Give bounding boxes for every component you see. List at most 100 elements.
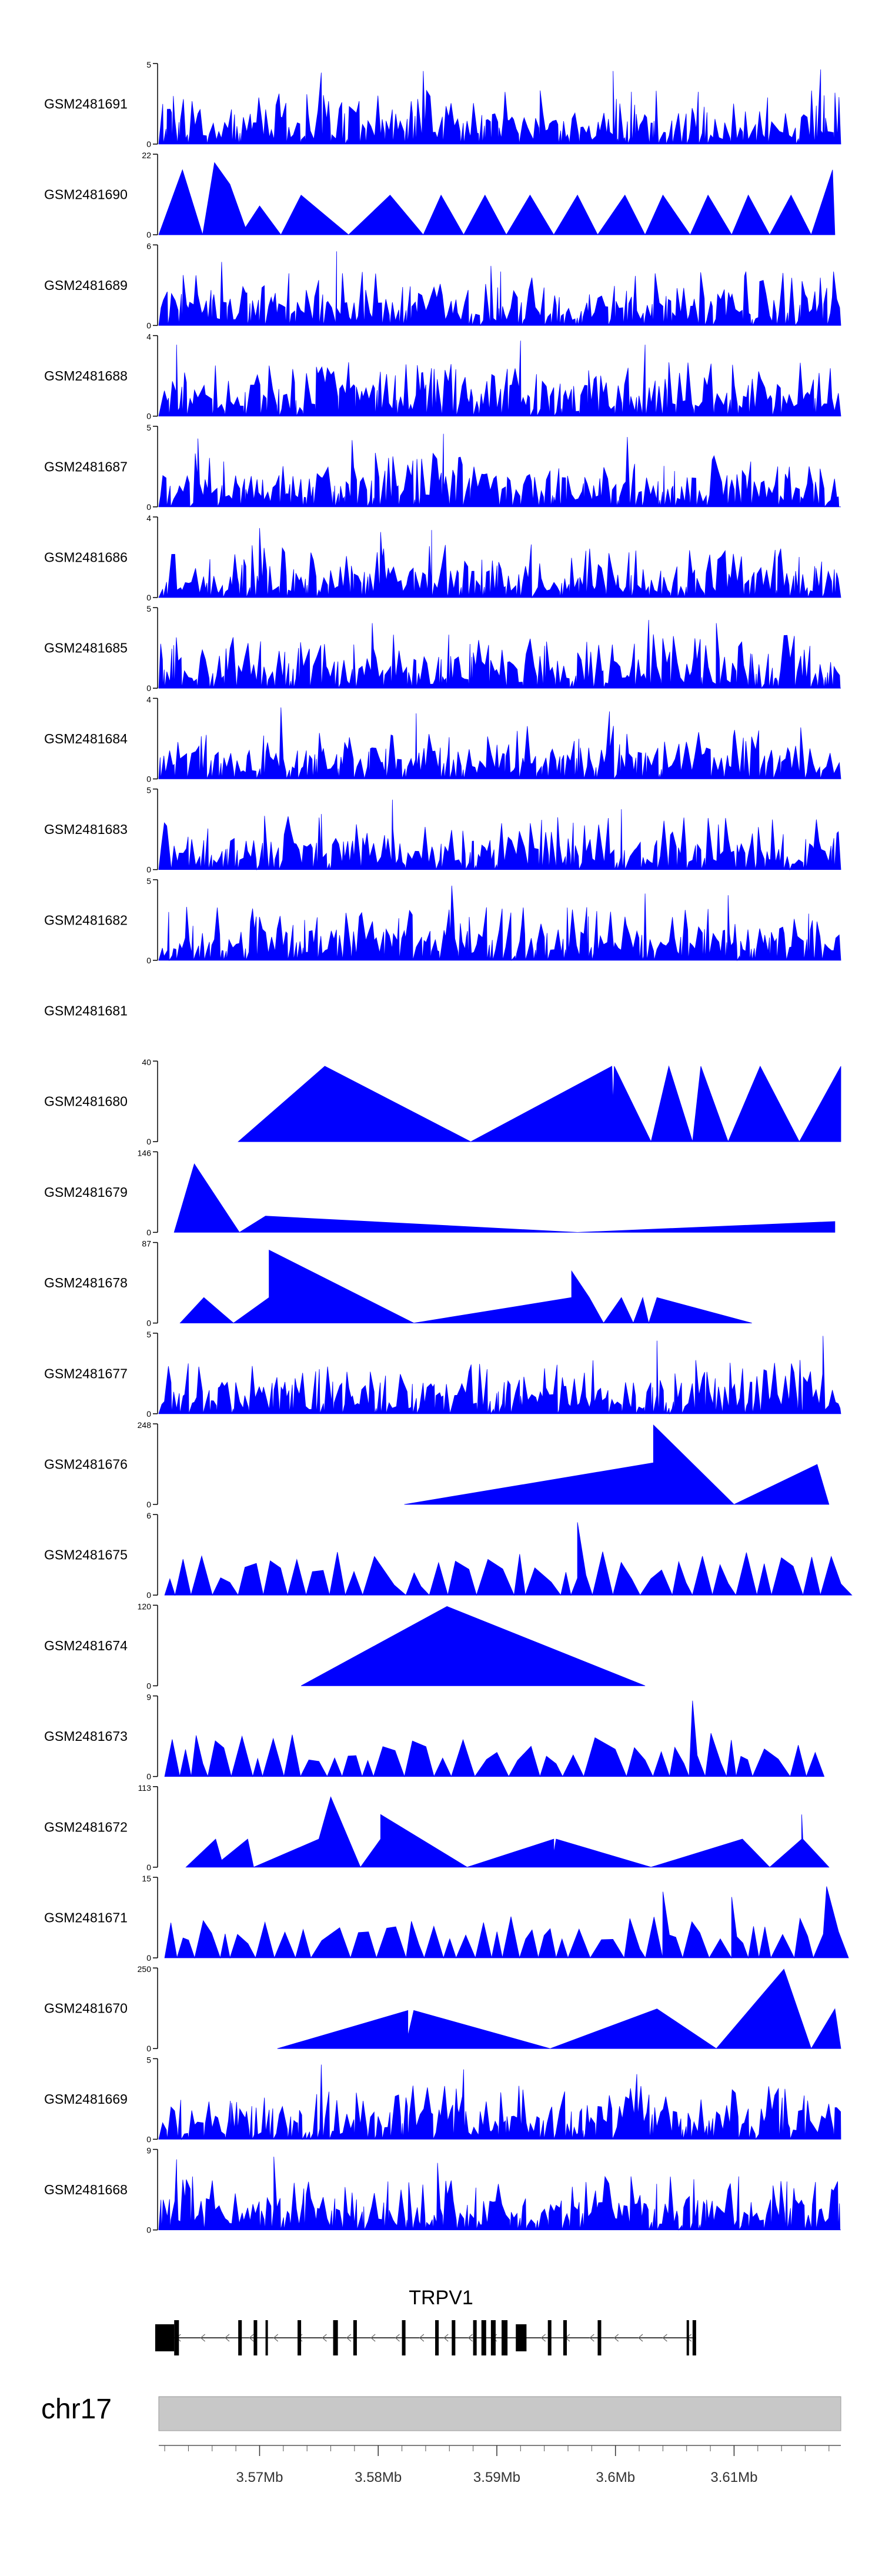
y-tick-label-min: 0 <box>146 1500 151 1509</box>
track-label: GSM2481668 <box>44 2182 128 2197</box>
gene-exon <box>490 2320 496 2355</box>
strand-arrow <box>638 2334 643 2342</box>
chromosome-bar <box>158 2396 841 2431</box>
gene-exon <box>435 2320 439 2355</box>
strand-arrow <box>467 2334 473 2342</box>
signal-area <box>158 799 841 871</box>
track-label: GSM2481691 <box>44 96 128 112</box>
y-tick-label-min: 0 <box>146 502 151 512</box>
y-tick-label-min: 0 <box>146 1772 151 1781</box>
track-label: GSM2481673 <box>44 1729 128 1744</box>
strand-arrow <box>370 2334 376 2342</box>
signal-area <box>158 341 841 416</box>
y-tick-label-max: 6 <box>146 241 151 251</box>
y-tick-label-min: 0 <box>146 1953 151 1963</box>
strand-arrow <box>443 2334 449 2342</box>
signal-area <box>164 1886 849 1959</box>
track-label: GSM2481680 <box>44 1094 128 1109</box>
y-tick-label-max: 5 <box>146 604 151 613</box>
gene-exon <box>597 2320 602 2355</box>
track-GSM2481684: GSM2481684 4 0 <box>44 695 841 783</box>
gene-exon <box>481 2320 486 2355</box>
y-tick-label-max: 5 <box>146 786 151 795</box>
signal-area <box>158 433 841 508</box>
track-label: GSM2481677 <box>44 1366 128 1381</box>
x-tick-label: 3.59Mb <box>473 2470 520 2485</box>
y-tick-label-max: 248 <box>138 1420 152 1430</box>
gene-exon <box>563 2320 567 2355</box>
track-GSM2481689: GSM2481689 6 0 <box>44 241 841 330</box>
y-tick-label-max: 6 <box>146 1511 151 1520</box>
y-tick-label-min: 0 <box>146 683 151 693</box>
y-tick-label-min: 0 <box>146 1319 151 1328</box>
gene-exon <box>333 2320 338 2355</box>
track-GSM2481670: GSM2481670 250 0 <box>44 1964 841 2053</box>
y-tick-label-max: 87 <box>142 1239 151 1249</box>
track-GSM2481677: GSM2481677 5 0 <box>44 1330 841 1419</box>
gene-exon <box>265 2320 268 2355</box>
y-tick-label-max: 4 <box>146 332 151 342</box>
x-tick-label: 3.57Mb <box>236 2470 283 2485</box>
x-tick-label: 3.6Mb <box>596 2470 635 2485</box>
signal-area <box>404 1424 830 1505</box>
y-tick-label-min: 0 <box>146 230 151 239</box>
track-GSM2481672: GSM2481672 113 0 <box>44 1783 830 1872</box>
track-label: GSM2481669 <box>44 2091 128 2107</box>
chromosome-axis: chr17 3.57Mb 3.58Mb 3.59Mb 3.6Mb 3.61Mb <box>41 2394 841 2485</box>
gene-exon <box>155 2324 175 2351</box>
track-GSM2481674: GSM2481674 120 0 <box>44 1601 646 1690</box>
y-tick-label-max: 5 <box>146 2055 151 2064</box>
track-GSM2481686: GSM2481686 4 0 <box>44 513 841 602</box>
track-label: GSM2481685 <box>44 640 128 656</box>
y-tick-label-min: 0 <box>146 865 151 875</box>
gene-exon <box>253 2320 258 2355</box>
track-label: GSM2481674 <box>44 1638 128 1653</box>
signal-area <box>158 2157 841 2231</box>
y-tick-label-max: 22 <box>142 151 151 160</box>
track-GSM2481675: GSM2481675 6 0 <box>44 1511 853 1600</box>
track-label: GSM2481683 <box>44 822 128 837</box>
track-GSM2481680: GSM2481680 40 0 <box>44 1057 841 1146</box>
y-tick-label-max: 5 <box>146 1330 151 1339</box>
track-GSM2481685: GSM2481685 5 0 <box>44 604 841 693</box>
track-area: GSM248169150GSM2481690220GSM248168960GSM… <box>44 60 853 2235</box>
signal-area <box>158 620 841 689</box>
track-GSM2481676: GSM2481676 248 0 <box>44 1420 830 1509</box>
y-tick-label-min: 0 <box>146 321 151 330</box>
signal-area <box>300 1606 646 1686</box>
y-tick-label-max: 4 <box>146 695 151 704</box>
strand-arrow <box>273 2334 279 2342</box>
track-label: GSM2481678 <box>44 1275 128 1290</box>
y-tick-label-max: 146 <box>138 1148 152 1157</box>
gene-exon <box>692 2320 696 2355</box>
gene-exon <box>502 2320 508 2355</box>
y-tick-label-max: 5 <box>146 876 151 886</box>
y-tick-label-max: 40 <box>142 1057 151 1067</box>
track-GSM2481678: GSM2481678 87 0 <box>44 1239 752 1328</box>
track-GSM2481690: GSM2481690 22 0 <box>44 151 836 239</box>
y-tick-label-max: 15 <box>142 1874 151 1883</box>
track-label: GSM2481681 <box>44 1003 128 1019</box>
track-GSM2481688: GSM2481688 4 0 <box>44 332 841 421</box>
track-label: GSM2481671 <box>44 1910 128 1926</box>
track-label: GSM2481687 <box>44 459 128 474</box>
gene-track: TRPV1 <box>155 2287 696 2355</box>
track-label: GSM2481689 <box>44 278 128 293</box>
gene-exon <box>547 2320 552 2355</box>
y-tick-label-max: 4 <box>146 513 151 523</box>
y-tick-label-min: 0 <box>146 1227 151 1237</box>
y-tick-label-min: 0 <box>146 2225 151 2235</box>
signal-area <box>158 885 841 962</box>
y-tick-label-min: 0 <box>146 1681 151 1690</box>
signal-area <box>158 69 841 145</box>
signal-area <box>185 1796 830 1868</box>
chromosome-label: chr17 <box>41 2394 112 2425</box>
track-label: GSM2481672 <box>44 1819 128 1834</box>
track-GSM2481681: GSM2481681 <box>44 1003 128 1019</box>
gene-exon <box>473 2320 477 2355</box>
y-tick-label-min: 0 <box>146 593 151 602</box>
track-label: GSM2481688 <box>44 368 128 383</box>
y-tick-label-min: 0 <box>146 412 151 421</box>
x-tick-label: 3.58Mb <box>355 2470 402 2485</box>
